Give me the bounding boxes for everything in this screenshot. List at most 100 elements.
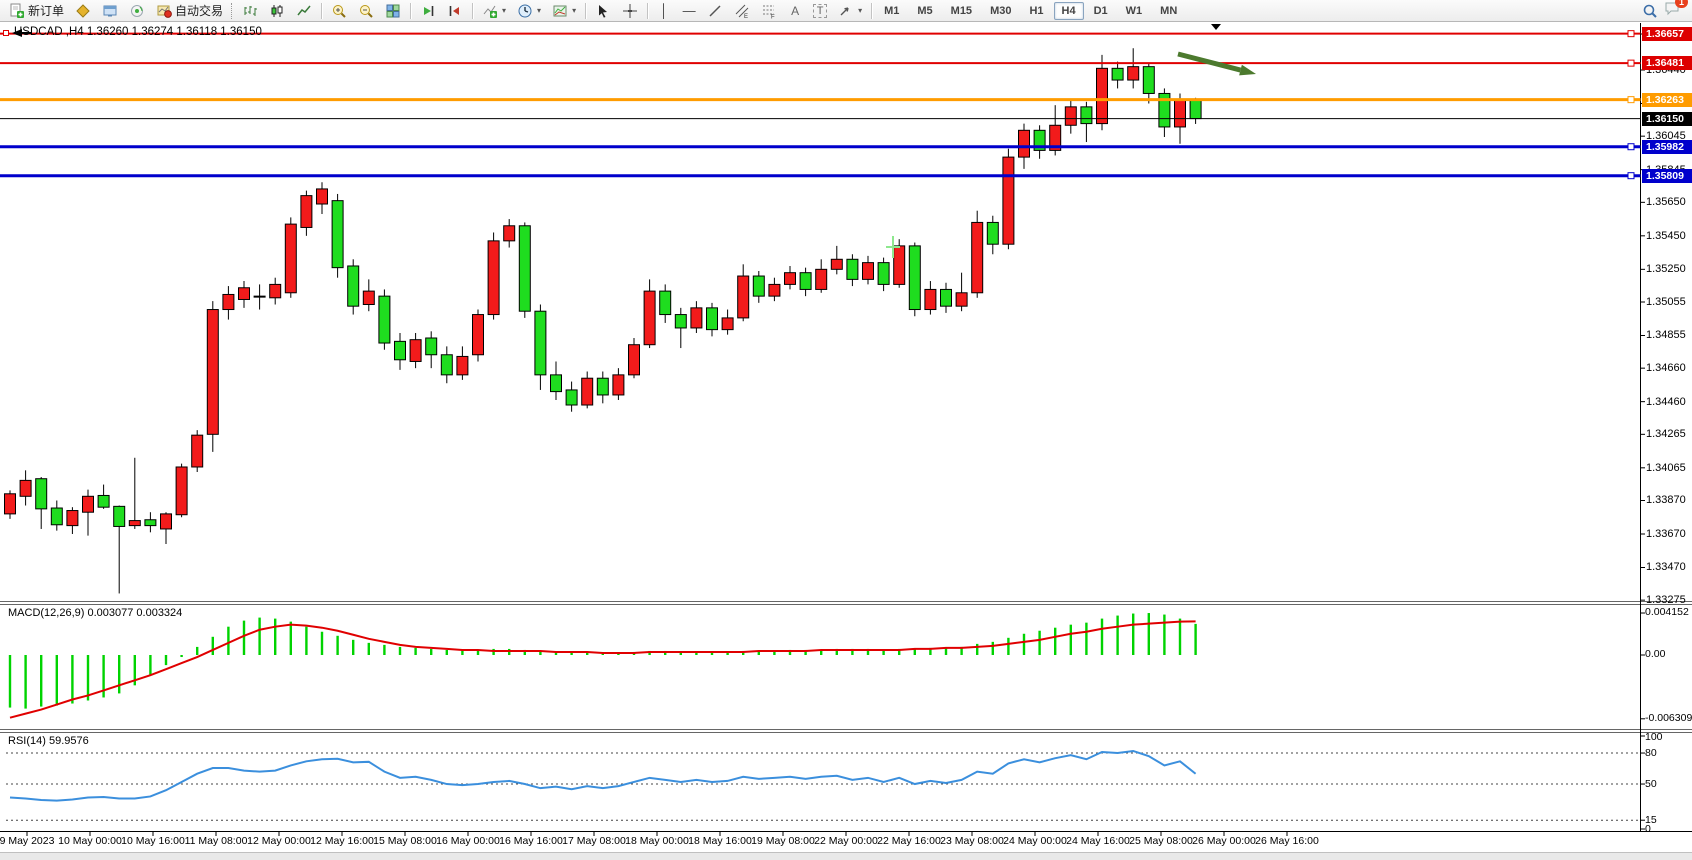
search-icon[interactable] (1642, 3, 1658, 19)
candle-body (160, 513, 172, 530)
toolbar-separator (472, 2, 474, 19)
macd-histogram-bar (164, 655, 168, 666)
candle-body (362, 290, 375, 306)
zoom-in-button[interactable] (326, 1, 352, 21)
candle-body (1033, 129, 1046, 151)
timeframe-button-m15[interactable]: M15 (950, 4, 973, 17)
candle-body (1080, 106, 1093, 125)
trendline-icon (707, 3, 723, 19)
hline-handle (1627, 143, 1635, 151)
candle-body (908, 245, 921, 311)
navigator-button[interactable] (124, 1, 150, 21)
timeframe-button-h4[interactable]: H4 (1053, 1, 1084, 20)
macd-histogram-bar (617, 652, 620, 655)
cursor-icon (595, 3, 611, 19)
price-axis[interactable] (1641, 23, 1692, 831)
dropdown-caret-icon: ▾ (572, 6, 577, 15)
time-axis[interactable] (0, 832, 1641, 852)
macd-histogram-bar (305, 626, 308, 655)
data-window-icon (102, 3, 118, 19)
macd-histogram-bar (586, 652, 589, 655)
autotrading-button[interactable]: 自动交易 (151, 1, 228, 21)
macd-histogram-bar (40, 655, 43, 707)
macd-histogram-bar (476, 649, 480, 655)
chart-shift-icon (447, 3, 463, 19)
tile-windows-icon (385, 3, 401, 19)
tile-windows-button[interactable] (380, 1, 406, 21)
channel-tool[interactable]: E (729, 1, 755, 21)
candle-body (191, 434, 204, 468)
macd-histogram-bar (1007, 637, 1010, 655)
horizontal-line-icon: — (682, 3, 696, 18)
line-chart-button[interactable] (291, 1, 317, 21)
market-watch-icon (75, 3, 91, 19)
candle-body (128, 520, 141, 527)
macd-histogram-bar (492, 648, 495, 655)
hline-handle (1627, 172, 1635, 180)
arrows-dropdown[interactable]: ▾ (833, 1, 867, 21)
macd-histogram-bar (8, 655, 12, 708)
axis-ticks (26, 33, 1645, 836)
candle-body (518, 225, 531, 312)
crosshair-tool-button[interactable] (617, 1, 643, 21)
candle-body (986, 221, 999, 245)
candle-body (752, 275, 765, 297)
auto-scroll-button[interactable] (415, 1, 441, 21)
hline-handle (1627, 96, 1635, 104)
text-label-tool[interactable]: T (808, 1, 832, 21)
fibonacci-tool[interactable]: F (756, 1, 782, 21)
data-window-button[interactable] (97, 1, 123, 21)
indicators-icon (482, 3, 498, 19)
toolbar-separator (321, 2, 323, 19)
macd-histogram-bar (1069, 624, 1072, 655)
candle-body (706, 307, 718, 331)
candle-body (784, 272, 796, 285)
new-order-button[interactable]: 新订单 (4, 1, 69, 21)
plus-marker-object (886, 246, 900, 248)
macd-histogram-bar (196, 646, 199, 655)
macd-histogram-bar (289, 621, 292, 655)
macd-histogram-bar (1085, 622, 1088, 655)
crosshair-icon (622, 3, 638, 19)
candle-body (659, 290, 672, 316)
vertical-line-tool[interactable]: │ (652, 1, 676, 21)
candlestick-chart-button[interactable] (264, 1, 290, 21)
market-watch-button[interactable] (70, 1, 96, 21)
trendline-tool[interactable] (702, 1, 728, 21)
timeframe-button-d1[interactable]: D1 (1093, 4, 1108, 17)
arrow-objects-icon (838, 3, 854, 19)
text-tool[interactable]: A (783, 1, 807, 21)
title-arrow-marker (22, 32, 31, 34)
periods-dropdown[interactable]: ▾ (512, 1, 546, 21)
fibonacci-icon: F (761, 3, 777, 20)
candle-body (862, 262, 874, 280)
macd-histogram-bar (102, 655, 105, 698)
timeframe-button-m1[interactable]: M1 (884, 4, 900, 17)
zoom-out-icon (358, 3, 374, 19)
chart-shift-button[interactable] (442, 1, 468, 21)
timeframe-button-w1[interactable]: W1 (1125, 4, 1143, 17)
candle-body (82, 495, 94, 513)
cursor-tool-button[interactable] (590, 1, 616, 21)
bar-chart-button[interactable] (237, 1, 263, 21)
timeframe-button-m5[interactable]: M5 (917, 4, 933, 17)
candle-body (690, 307, 703, 329)
candle-body (50, 507, 63, 526)
candle-body (66, 510, 79, 527)
zoom-out-button[interactable] (353, 1, 379, 21)
candle-body (425, 337, 438, 356)
candle-body (222, 293, 235, 311)
templates-dropdown[interactable]: ▾ (547, 1, 581, 21)
candle-body (768, 283, 781, 297)
macd-histogram-bar (86, 655, 90, 701)
horizontal-line-tool[interactable]: — (677, 1, 701, 21)
toolbar-separator (871, 2, 873, 19)
candle-body (300, 195, 313, 228)
timeframe-button-mn[interactable]: MN (1160, 4, 1178, 17)
line-chart-icon (296, 3, 312, 19)
timeframe-button-m30[interactable]: M30 (990, 4, 1012, 17)
notifications-button[interactable]: 1 (1664, 0, 1688, 21)
timeframe-button-h1[interactable]: H1 (1029, 4, 1044, 17)
indicators-dropdown[interactable]: ▾ (477, 1, 511, 21)
